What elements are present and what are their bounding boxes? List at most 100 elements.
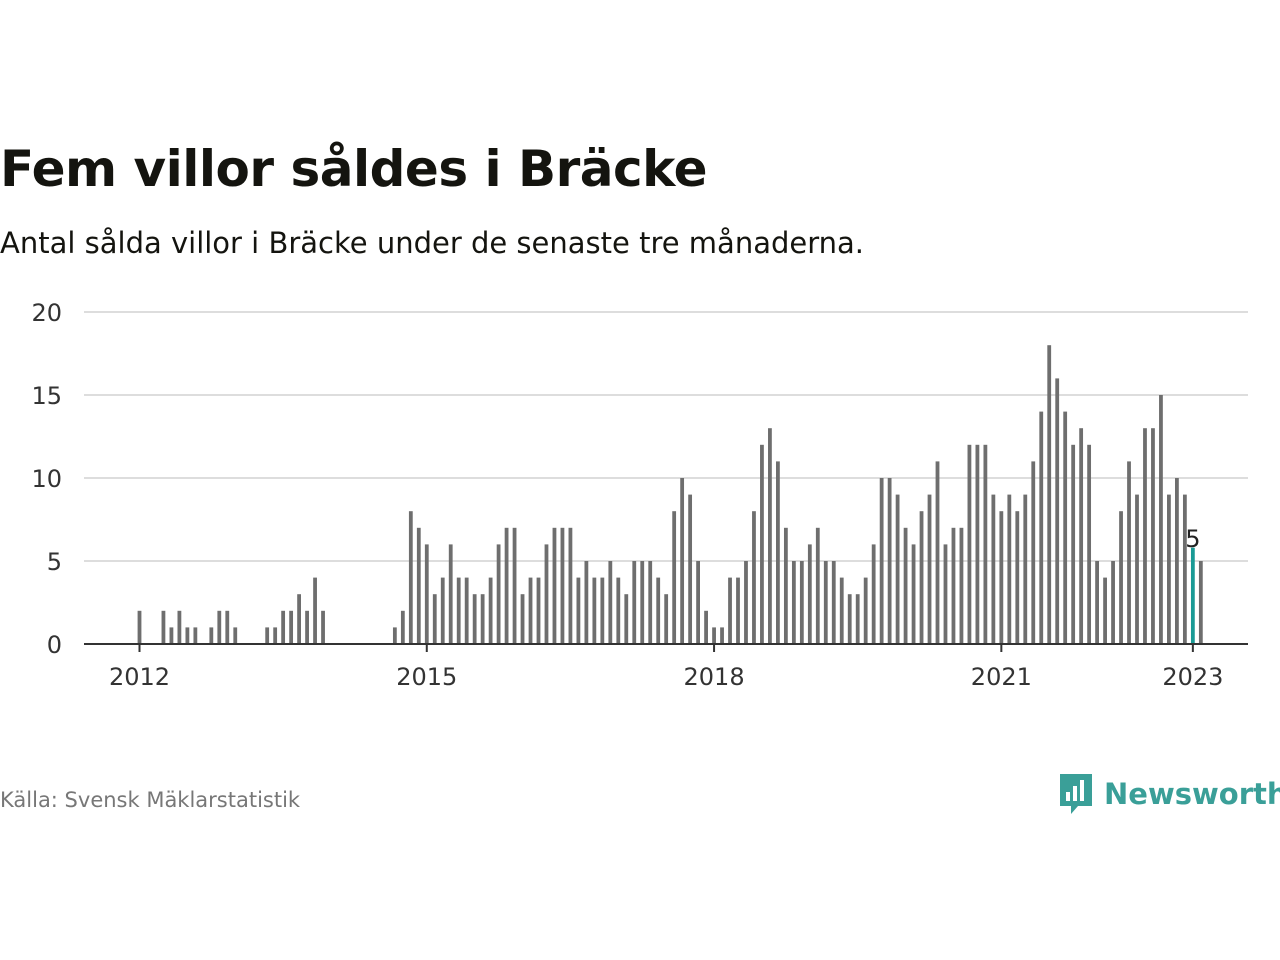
bar <box>847 594 852 644</box>
bar <box>656 577 661 644</box>
bar <box>999 511 1004 644</box>
bar <box>919 511 924 644</box>
x-tick-label: 2012 <box>109 663 170 691</box>
y-tick-label: 5 <box>47 548 62 576</box>
bar <box>1159 395 1163 644</box>
bar <box>137 610 142 644</box>
bar <box>1087 444 1092 644</box>
bar <box>752 511 756 644</box>
bar <box>225 610 230 644</box>
bar <box>887 478 892 644</box>
bar <box>831 561 836 644</box>
bar <box>823 561 828 644</box>
bar <box>1198 561 1203 644</box>
bar <box>1031 461 1036 644</box>
bar <box>408 511 413 644</box>
bar <box>416 527 421 644</box>
bar <box>760 444 764 644</box>
bar <box>1175 478 1179 644</box>
bar <box>648 561 653 644</box>
x-tick-label: 2021 <box>971 663 1032 691</box>
bar <box>1063 411 1068 644</box>
bar <box>1143 428 1147 644</box>
bar <box>1127 461 1131 644</box>
bar <box>592 577 597 644</box>
bar <box>400 610 405 644</box>
bar <box>959 527 964 644</box>
x-tick-label: 2023 <box>1162 663 1223 691</box>
bar <box>472 594 477 644</box>
bar <box>776 461 780 644</box>
bar <box>177 610 182 644</box>
bar <box>911 544 916 644</box>
bar <box>289 610 294 644</box>
bar <box>1007 494 1012 644</box>
bar <box>608 561 613 644</box>
bar <box>496 544 501 644</box>
bar <box>696 561 700 644</box>
bar <box>217 610 222 644</box>
y-tick-label: 0 <box>47 631 62 659</box>
bar <box>1167 494 1171 644</box>
source-note: Källa: Svensk Mäklarstatistik <box>0 788 301 812</box>
bar <box>233 627 238 644</box>
bar <box>855 594 860 644</box>
bar <box>1055 378 1060 644</box>
x-tick-label: 2015 <box>396 663 457 691</box>
brand-logo[interactable]: Newsworthy <box>1058 772 1280 816</box>
bar-chart: 0 5 10 15 20 5 2012 2015 2018 2021 2023 <box>31 299 1248 691</box>
bar <box>544 544 549 644</box>
bar <box>632 561 637 644</box>
bar <box>448 544 453 644</box>
bar <box>456 577 461 644</box>
bar <box>528 577 533 644</box>
bar <box>313 577 317 644</box>
bar <box>305 610 309 644</box>
bar <box>209 627 214 644</box>
bar <box>1151 428 1155 644</box>
bar <box>871 544 876 644</box>
bar <box>1135 494 1139 644</box>
bar <box>728 577 732 644</box>
bar <box>903 527 908 644</box>
bar <box>1023 494 1028 644</box>
bar <box>1095 561 1099 644</box>
bar <box>1079 428 1084 644</box>
bar <box>488 577 493 644</box>
bar <box>281 610 286 644</box>
bar <box>640 561 645 644</box>
bar <box>169 627 174 644</box>
x-tick-label: 2018 <box>684 663 745 691</box>
y-tick-label: 10 <box>31 465 62 493</box>
bar <box>1015 511 1020 644</box>
bar <box>927 494 932 644</box>
bar <box>568 527 573 644</box>
bar <box>768 428 772 644</box>
bar <box>560 527 565 644</box>
bar <box>440 577 445 644</box>
bar <box>736 577 740 644</box>
bar <box>744 561 748 644</box>
bar <box>807 544 812 644</box>
bar <box>185 627 190 644</box>
bar <box>975 444 980 644</box>
bar <box>704 610 708 644</box>
bar <box>791 561 796 644</box>
brand-name: Newsworthy <box>1104 777 1280 811</box>
bar <box>600 577 605 644</box>
bar <box>161 610 166 644</box>
bar <box>879 478 884 644</box>
bar <box>1103 577 1107 644</box>
bar <box>967 444 972 644</box>
bar <box>624 594 629 644</box>
bar <box>273 627 278 644</box>
bar <box>297 594 301 644</box>
bar <box>392 627 397 644</box>
bar <box>1039 411 1044 644</box>
bar <box>1047 345 1052 644</box>
bar <box>552 527 557 644</box>
bar <box>720 627 724 644</box>
bar <box>1111 561 1115 644</box>
bar <box>1071 444 1076 644</box>
bar <box>536 577 541 644</box>
